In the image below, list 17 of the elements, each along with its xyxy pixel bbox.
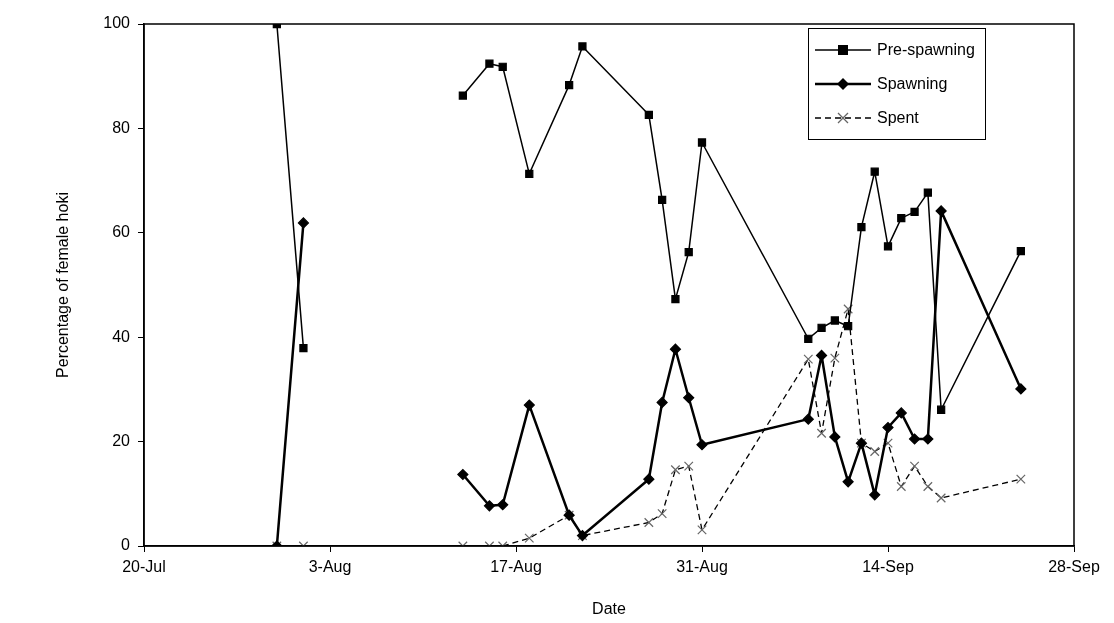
legend-label: Spent xyxy=(877,109,919,127)
legend-label: Spawning xyxy=(877,75,948,93)
y-tick-label: 100 xyxy=(103,14,131,32)
y-tick-label: 60 xyxy=(112,223,131,241)
x-tick-label: 20-Jul xyxy=(122,558,166,576)
x-tick-label: 31-Aug xyxy=(676,558,728,576)
x-tick-label: 17-Aug xyxy=(490,558,542,576)
y-tick-label: 80 xyxy=(112,118,131,136)
y-tick-label: 40 xyxy=(112,327,131,345)
x-tick-label: 14-Sep xyxy=(862,558,914,576)
y-axis-title: Percentage of female hoki xyxy=(54,192,72,378)
y-tick-label: 0 xyxy=(121,536,131,554)
x-tick-label: 28-Sep xyxy=(1048,558,1100,576)
x-tick-label: 3-Aug xyxy=(308,558,352,576)
x-axis-title: Date xyxy=(592,599,626,617)
legend-label: Pre-spawning xyxy=(877,41,975,59)
y-tick-label: 20 xyxy=(112,432,131,450)
